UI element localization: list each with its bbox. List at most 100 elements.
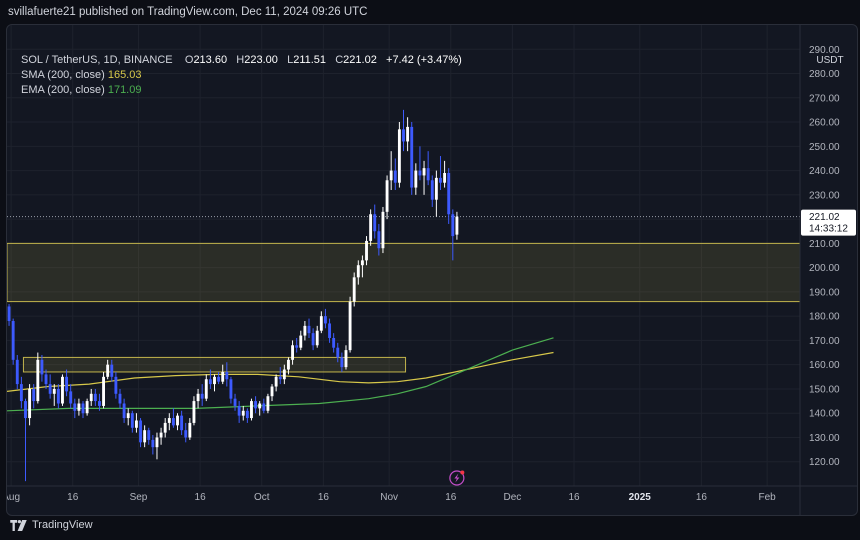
x-tick-label: 16 (318, 492, 330, 503)
candle-body (122, 403, 126, 419)
low-value: 211.51 (293, 54, 327, 66)
candle-body (250, 401, 253, 419)
bar-countdown: 14:33:12 (809, 224, 848, 235)
y-tick-label: 240.00 (809, 166, 840, 177)
candle-body (225, 371, 229, 380)
candle-body (360, 260, 364, 266)
x-tick-label: 16 (67, 492, 79, 503)
candle-body (77, 403, 81, 411)
candle-body (254, 401, 258, 409)
last-price-tag (801, 209, 856, 236)
footer-branding: TradingView (10, 519, 93, 531)
candle-body (262, 403, 266, 411)
y-tick-label: 160.00 (809, 360, 840, 371)
currency-label[interactable]: USDT (816, 55, 844, 66)
support-zone (22, 356, 407, 373)
x-tick-label: 2025 (629, 492, 652, 503)
candle-body (336, 347, 340, 358)
x-tick-label: Aug (7, 492, 20, 503)
candle-body (73, 403, 77, 411)
candle-body (102, 376, 105, 406)
symbol-legend-row[interactable]: SOL / TetherUS, 1D, BINANCE O213.60 H223… (21, 53, 462, 68)
candle-body (455, 216, 459, 235)
y-tick-label: 210.00 (809, 239, 840, 250)
candle-body (36, 359, 40, 402)
candle-body (389, 170, 393, 181)
y-tick-label: 150.00 (809, 384, 840, 395)
candle-body (208, 379, 212, 385)
candle-body (414, 170, 418, 188)
chart-pane[interactable]: 120.00 130.00 140.00 150.00 160.00 170.00 180.… (6, 24, 858, 516)
candle-body (188, 422, 192, 438)
candle-body (332, 337, 336, 348)
candle-body (282, 369, 286, 380)
candle-body (130, 413, 134, 428)
candle-body (167, 418, 171, 423)
ema-200-line (7, 337, 554, 412)
change-value: +7.42 (+3.47%) (386, 54, 462, 66)
candle-body (85, 401, 89, 414)
lightning-icon[interactable] (449, 470, 465, 486)
candle-body (323, 316, 327, 324)
sma-label: SMA (200, close) (21, 69, 105, 81)
candle-body (447, 173, 451, 215)
sma-legend-row[interactable]: SMA (200, close) 165.03 (21, 68, 462, 83)
y-tick-label: 270.00 (809, 93, 840, 104)
candle-body (217, 376, 221, 382)
y-tick-label: 230.00 (809, 190, 840, 201)
candle-body (377, 231, 381, 249)
candle-body (295, 345, 299, 348)
candlestick-chart[interactable]: 120.00 130.00 140.00 150.00 160.00 170.00 180.… (7, 25, 857, 515)
candle-body (266, 396, 270, 411)
candle-body (48, 384, 52, 394)
last-price-value: 221.02 (809, 212, 840, 223)
y-tick-label: 200.00 (809, 263, 840, 274)
candle-body (393, 170, 397, 183)
candle-body (93, 393, 97, 402)
candle-body (426, 168, 430, 181)
candle-body (151, 439, 155, 448)
candle-body (443, 173, 447, 183)
x-tick-label: Feb (759, 492, 777, 503)
x-tick-label: 16 (195, 492, 207, 503)
close-label: C (335, 54, 344, 66)
candle-body (213, 376, 216, 385)
candle-body (163, 422, 167, 433)
high-value: 223.00 (244, 54, 278, 66)
x-tick-label: 16 (445, 492, 457, 503)
candle-body (402, 129, 405, 142)
candle-body (184, 430, 188, 438)
high-label: H (236, 54, 245, 66)
candle-body (278, 376, 282, 380)
candle-body (196, 393, 200, 402)
y-tick-label: 170.00 (809, 336, 840, 347)
candle-body (192, 401, 196, 423)
candle-body (24, 401, 27, 419)
candle-body (134, 420, 138, 428)
candle-body (32, 388, 36, 402)
x-tick-label: Dec (503, 492, 521, 503)
candle-body (114, 376, 118, 394)
ema-legend-row[interactable]: EMA (200, close) 171.09 (21, 83, 462, 98)
candle-body (155, 437, 159, 448)
candle-body (270, 386, 274, 397)
candle-body (143, 430, 147, 443)
candle-body (439, 177, 442, 183)
candle-body (204, 379, 208, 399)
sma-value: 165.03 (107, 69, 142, 81)
candle-body (65, 376, 69, 392)
open-value: 213.60 (193, 54, 228, 66)
candle-body (237, 405, 241, 416)
x-tick-label: 16 (696, 492, 708, 503)
candle-body (307, 325, 311, 334)
candle-body (52, 388, 56, 394)
candle-body (118, 393, 122, 404)
low-label: L (287, 54, 294, 66)
y-tick-label: 180.00 (809, 312, 840, 323)
open-label: O (184, 54, 194, 66)
candle-body (291, 345, 295, 360)
candle-body (422, 168, 426, 176)
candle-body (221, 371, 225, 382)
candle-body (171, 418, 175, 426)
candle-body (340, 357, 344, 368)
